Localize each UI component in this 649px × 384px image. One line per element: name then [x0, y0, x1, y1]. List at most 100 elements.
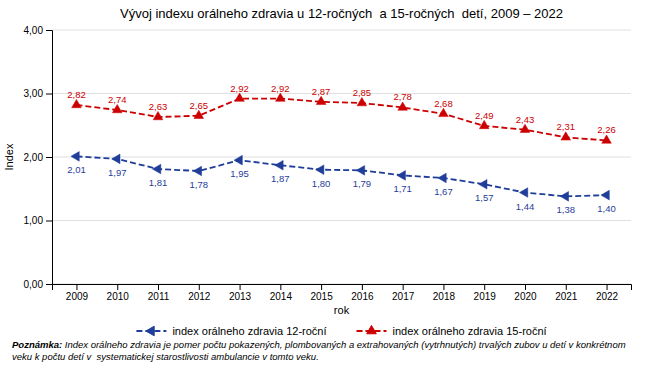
- chart: 2009 2010 2011 2012 2013 2014 2015 2016 2017 2018…: [0, 0, 649, 384]
- x-tick-label: 2012: [188, 291, 211, 302]
- point: [357, 97, 367, 105]
- x-tick: 2016: [351, 284, 374, 302]
- legend-item: index orálneho zdravia 12-roční: [136, 325, 326, 337]
- point: [356, 166, 364, 176]
- point: [561, 132, 571, 140]
- data-label: 1,87: [271, 173, 290, 184]
- y-tick-mark: [46, 94, 52, 95]
- legend-item: index orálneho zdravia 15-roční: [357, 325, 547, 337]
- data-label: 2,82: [67, 89, 86, 100]
- x-axis-title: rok: [334, 304, 350, 316]
- x-tick-label: 2014: [270, 291, 293, 302]
- data-label: 2,26: [597, 124, 616, 135]
- grid-line: [52, 220, 631, 221]
- x-tick-mark: [321, 284, 322, 290]
- data-label: 1,79: [353, 178, 372, 189]
- point: [398, 102, 408, 110]
- y-tick-mark: [46, 157, 52, 158]
- x-tick: 2014: [270, 284, 293, 302]
- data-label: 2,01: [67, 164, 86, 175]
- point: [479, 120, 489, 128]
- data-label: 1,78: [190, 179, 209, 190]
- data-label: 2,92: [271, 83, 290, 94]
- footnote-text: veku k počtu detí v systematickej staros…: [12, 351, 319, 362]
- footnote-text: Index orálneho zdravia je pomer počtu po…: [62, 339, 626, 350]
- x-tick-mark: [566, 284, 567, 290]
- point: [234, 155, 242, 165]
- point: [72, 99, 82, 107]
- x-tick: 2013: [229, 284, 252, 302]
- point: [153, 111, 163, 119]
- data-label: 1,71: [393, 183, 412, 194]
- point: [194, 110, 204, 118]
- x-tick-label: 2021: [555, 291, 578, 302]
- y-tick: 4,00: [24, 25, 52, 36]
- y-tick: 1,00: [24, 215, 52, 226]
- point: [152, 164, 160, 174]
- x-tick: 2010: [107, 284, 130, 302]
- x-tick-mark: [199, 284, 200, 290]
- x-tick-label: 2013: [229, 291, 252, 302]
- data-label: 1,38: [557, 204, 576, 215]
- point: [316, 165, 324, 175]
- point: [397, 171, 405, 181]
- point: [276, 93, 286, 101]
- x-tick-label: 2011: [148, 291, 170, 302]
- x-tick: 2022: [596, 284, 619, 302]
- x-tick-mark: [362, 284, 363, 290]
- x-tick: 2021: [555, 284, 578, 302]
- x-tick: 2009: [66, 284, 89, 302]
- y-tick: 3,00: [24, 88, 52, 99]
- x-tick-label: 2017: [392, 291, 415, 302]
- series-line: [76, 99, 606, 141]
- x-tick-mark: [240, 284, 241, 290]
- x-tick-mark: [403, 284, 404, 290]
- x-tick: 2015: [310, 284, 333, 302]
- data-label: 2,85: [353, 87, 372, 98]
- x-tick-mark: [443, 284, 444, 290]
- y-tick-mark: [46, 30, 52, 31]
- point: [71, 152, 79, 162]
- legend-label: index orálneho zdravia 15-roční: [393, 325, 547, 337]
- data-label: 2,87: [312, 86, 331, 97]
- data-labels: 2,011,971,811,781,951,871,801,791,711,67…: [67, 83, 616, 216]
- x-tick: 2019: [474, 284, 497, 302]
- point: [112, 154, 120, 164]
- point: [520, 124, 530, 132]
- x-tick-mark: [525, 284, 526, 290]
- x-tick-mark: [484, 284, 485, 290]
- plot-area: [71, 93, 611, 201]
- x-tick-label: 2009: [66, 291, 89, 302]
- point: [519, 188, 527, 198]
- data-label: 2,49: [475, 110, 494, 121]
- x-tick-label: 2022: [596, 291, 619, 302]
- y-tick: 0,00: [24, 279, 52, 290]
- point: [112, 104, 122, 112]
- footnote-label: Poznámka:: [12, 339, 62, 350]
- point: [602, 135, 612, 143]
- point: [479, 179, 487, 189]
- y-tick-mark: [46, 221, 52, 222]
- x-tick-mark: [117, 284, 118, 290]
- data-label: 1,95: [230, 168, 249, 179]
- title: Vývoj indexu orálneho zdravia u 12-ročný…: [120, 6, 563, 21]
- data-label: 1,44: [516, 201, 535, 212]
- grid-line: [52, 93, 631, 94]
- x-axis-line: [53, 285, 632, 291]
- x-tick: 2018: [433, 284, 456, 302]
- point: [275, 160, 283, 170]
- x-tick-label: 2019: [474, 291, 497, 302]
- x-tick: 2011: [148, 284, 170, 302]
- x-tick-label: 2020: [514, 291, 537, 302]
- point: [438, 173, 446, 183]
- x-tick-mark: [76, 284, 77, 290]
- grid: [52, 30, 631, 284]
- data-label: 1,80: [312, 178, 331, 189]
- y-tick-label: 1,00: [24, 215, 44, 226]
- x-tick-label: 2010: [107, 291, 130, 302]
- point: [601, 190, 609, 200]
- grid-line: [52, 30, 631, 31]
- point: [439, 108, 449, 116]
- y-tick: 2,00: [24, 152, 52, 163]
- x-tick-label: 2015: [310, 291, 333, 302]
